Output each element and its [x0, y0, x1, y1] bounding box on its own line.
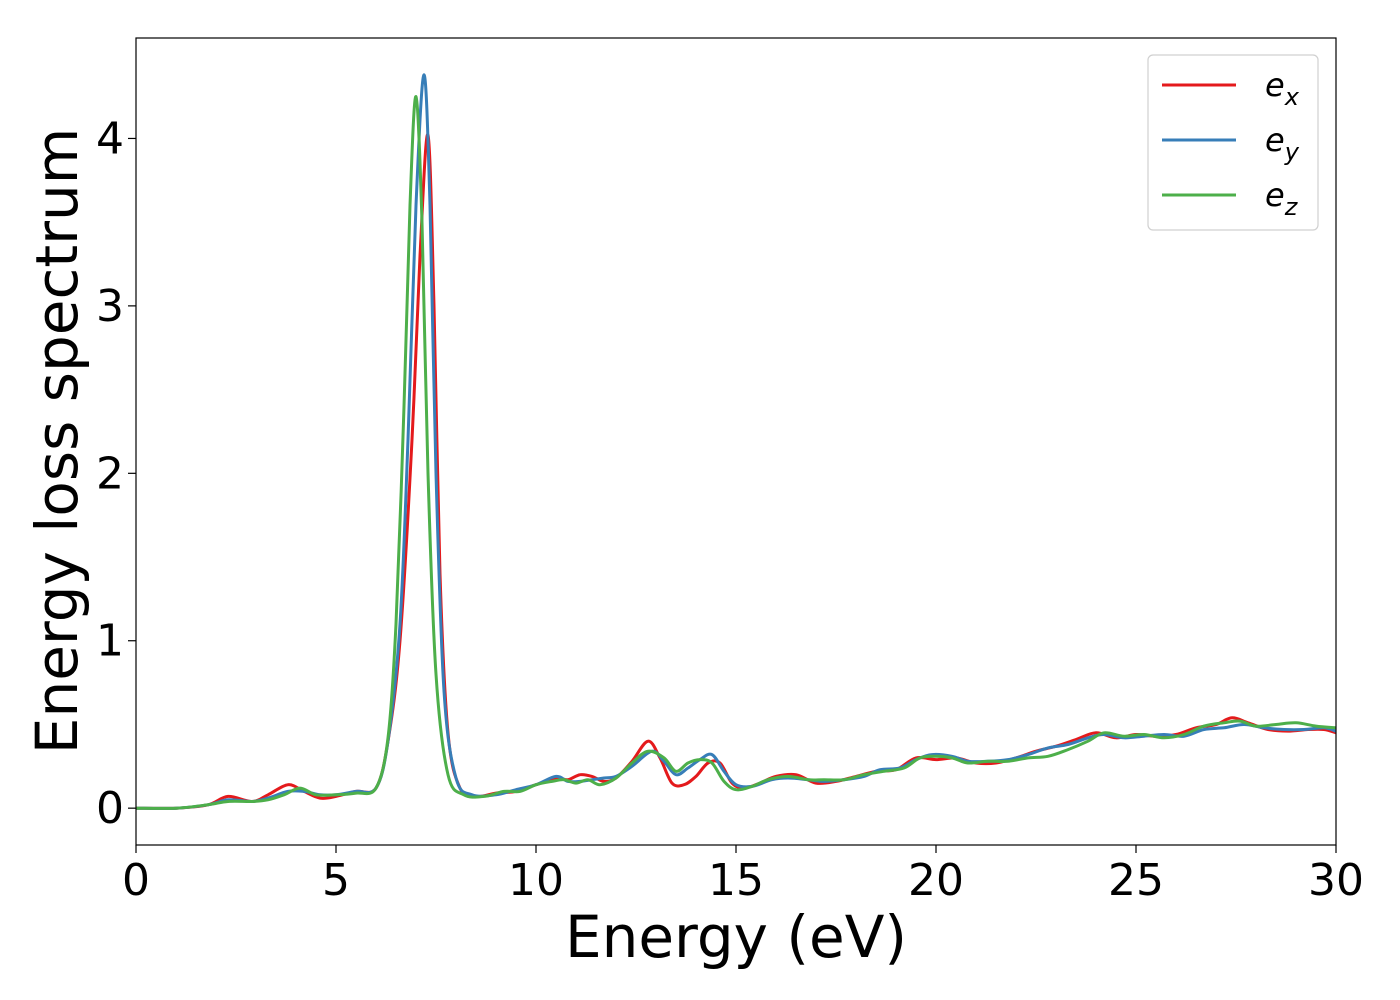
x-tick-label: 10 [508, 855, 564, 906]
legend-box [1147, 54, 1319, 231]
y-tick-label: 2 [96, 448, 124, 499]
y-tick-label: 3 [96, 281, 124, 332]
y-tick-label: 1 [96, 616, 124, 667]
legend-label-y: ey [1265, 121, 1300, 166]
x-tick-label: 15 [708, 855, 764, 906]
legend: ex ey ez [1147, 54, 1319, 231]
x-tick-label: 25 [1108, 855, 1164, 906]
legend-label-z: ez [1265, 176, 1299, 221]
series-layer [136, 73, 1336, 810]
ticks-layer: 0 5 10 15 20 25 30 0 1 2 3 4 [96, 113, 1364, 906]
legend-label-x: ex [1265, 66, 1300, 111]
x-tick-label: 30 [1308, 855, 1364, 906]
series-line-z [136, 95, 1336, 810]
y-axis-label: Energy loss spectrum [23, 128, 91, 754]
x-tick-label: 0 [122, 855, 150, 906]
y-tick-label: 0 [96, 783, 124, 834]
x-axis-label: Energy (eV) [565, 903, 907, 971]
x-tick-label: 5 [322, 855, 350, 906]
x-tick-label: 20 [908, 855, 964, 906]
y-tick-label: 4 [96, 113, 124, 164]
